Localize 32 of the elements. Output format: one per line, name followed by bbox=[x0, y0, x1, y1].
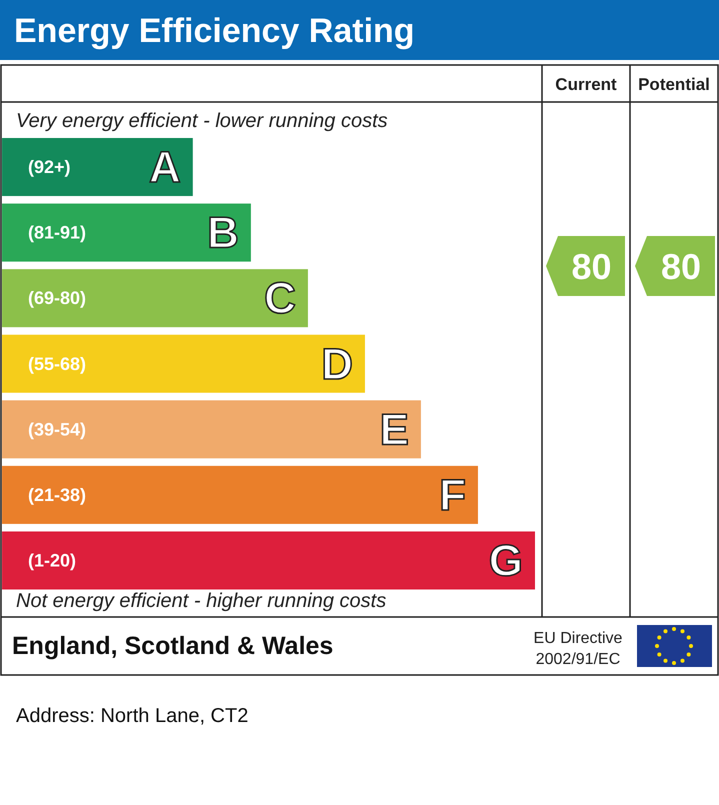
text: EU Directive bbox=[534, 630, 623, 647]
bar bbox=[2, 334, 365, 393]
annotation: (92+) bbox=[28, 157, 71, 178]
bar bbox=[2, 204, 251, 262]
bar bbox=[2, 531, 535, 590]
text: Very energy efficient - lower running costs bbox=[16, 110, 388, 132]
text: 80 bbox=[571, 246, 612, 287]
annotation: (21-38) bbox=[28, 484, 86, 505]
text: Address: North Lane, CT2 bbox=[16, 705, 248, 727]
annotation: (81-91) bbox=[28, 222, 86, 243]
bar bbox=[2, 269, 308, 328]
text: Current bbox=[555, 75, 618, 94]
annotation: (1-20) bbox=[28, 550, 76, 570]
y-tick-label: E bbox=[380, 405, 409, 454]
annotation: (39-54) bbox=[28, 419, 86, 440]
text: England, Scotland & Wales bbox=[12, 632, 334, 660]
chart-title: Energy Efficiency Rating bbox=[14, 12, 415, 50]
bar bbox=[2, 400, 421, 458]
text: Potential bbox=[638, 75, 710, 94]
y-tick-label: C bbox=[264, 274, 296, 324]
y-tick-label: A bbox=[149, 143, 181, 192]
annotation: Not energy efficient - higher running costs bbox=[16, 590, 386, 612]
bar bbox=[2, 138, 193, 196]
text: 2002/91/EC bbox=[536, 651, 620, 668]
bar bbox=[2, 466, 478, 524]
y-tick-label: D bbox=[321, 340, 353, 389]
y-tick-label: F bbox=[439, 470, 466, 520]
annotation: (69-80) bbox=[28, 288, 86, 308]
annotation: (55-68) bbox=[28, 354, 86, 374]
y-tick-label: B bbox=[207, 208, 239, 258]
text: 80 bbox=[660, 246, 702, 287]
y-tick-label: G bbox=[488, 536, 523, 586]
